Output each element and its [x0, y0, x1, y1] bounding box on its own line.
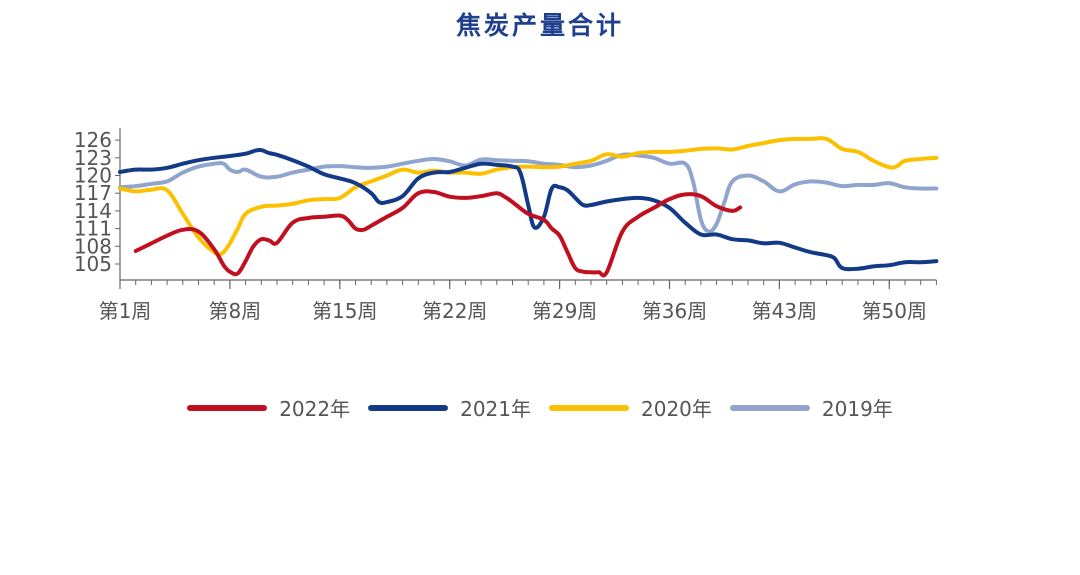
x-tick-label: 第29周: [532, 299, 597, 323]
y-tick-label: 105: [74, 252, 112, 276]
legend-item: 2021年: [368, 393, 531, 422]
series-line-2021年: [118, 147, 939, 272]
legend-label: 2020年: [641, 397, 712, 421]
legend-swatch: [729, 404, 810, 411]
y-tick-label: 117: [74, 181, 112, 205]
x-tick-label: 第8周: [209, 299, 262, 323]
chart-series: [118, 136, 939, 278]
y-tick-label: 108: [74, 234, 112, 258]
legend-swatch: [187, 404, 268, 411]
legend-label: 2019年: [821, 397, 893, 421]
legend-item: 2022年: [187, 393, 350, 422]
y-tick-label: 111: [74, 217, 112, 241]
legend-label: 2022年: [279, 397, 351, 421]
chart-title: 焦炭产量合计: [455, 11, 624, 40]
y-tick-label: 120: [74, 164, 112, 188]
legend-item: 2019年: [729, 393, 893, 422]
x-tick-label: 第22周: [422, 299, 487, 323]
x-tick-label: 第36周: [642, 299, 707, 323]
series-line-2019年: [118, 152, 939, 234]
legend: 2022年 2021年 2020年 2019年: [0, 393, 1080, 422]
y-tick-label: 114: [74, 199, 112, 223]
series-line-2022年: [133, 189, 743, 278]
x-tick-label: 第15周: [312, 299, 377, 323]
x-tick-label: 第1周: [99, 299, 152, 323]
x-tick-label: 第43周: [752, 299, 817, 323]
series-line-2020年: [118, 136, 939, 257]
y-tick-label: 123: [74, 146, 112, 170]
legend-swatch: [549, 404, 629, 411]
legend-label: 2021年: [460, 397, 531, 421]
legend-swatch: [368, 404, 449, 411]
y-tick-label: 126: [74, 128, 112, 152]
x-tick-label: 第50周: [862, 299, 927, 323]
legend-item: 2020年: [549, 393, 712, 422]
